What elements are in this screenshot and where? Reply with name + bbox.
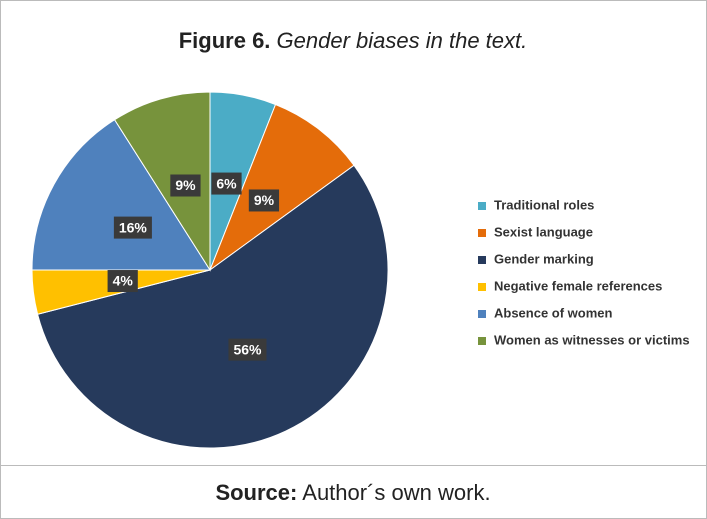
legend-swatch — [478, 283, 486, 291]
value-label-box — [248, 189, 280, 212]
title-label: Figure 6. — [179, 28, 271, 53]
legend-label: Traditional roles — [494, 197, 594, 212]
value-label-box — [211, 172, 242, 195]
value-label-text: 16% — [119, 219, 148, 235]
value-label-box — [107, 270, 138, 293]
legend-swatch — [478, 310, 486, 318]
legend-swatch — [478, 229, 486, 237]
value-label: 9% — [170, 174, 201, 197]
value-label: 4% — [107, 270, 138, 293]
wedge — [31, 119, 211, 271]
value-label: 16% — [113, 216, 152, 239]
source: Source: Author´s own work. — [215, 480, 490, 505]
chart-title: Figure 6. Gender biases in the text. — [179, 28, 528, 53]
pie: 6% 9% 56% 4% 16% 9% — [31, 91, 389, 449]
value-label-text: 4% — [113, 273, 134, 289]
source-text: Author´s own work. — [302, 480, 490, 505]
value-label-text: 56% — [233, 341, 262, 357]
value-label-text: 9% — [254, 192, 275, 208]
legend-label: Negative female references — [494, 278, 662, 293]
legend: Traditional roles Sexist language Gender m… — [478, 197, 690, 347]
value-label-box — [170, 174, 201, 197]
wedge — [36, 164, 389, 449]
source-label: Source: — [215, 480, 297, 505]
value-label: 56% — [228, 338, 267, 361]
legend-label: Women as witnesses or victims — [494, 332, 690, 347]
title-text: Gender biases in the text. — [277, 28, 528, 53]
wedge — [208, 103, 355, 272]
value-label: 9% — [248, 189, 280, 212]
value-label-box — [113, 216, 152, 239]
legend-swatch — [478, 337, 486, 345]
legend-label: Absence of women — [494, 305, 613, 320]
legend-swatch — [478, 202, 486, 210]
legend-label: Gender marking — [494, 251, 594, 266]
value-label-box — [228, 338, 267, 361]
wedge — [113, 91, 211, 272]
value-label-text: 9% — [175, 177, 196, 193]
legend-label: Sexist language — [494, 224, 593, 239]
legend-swatch — [478, 256, 486, 264]
value-label-text: 6% — [216, 175, 237, 191]
value-label: 6% — [211, 172, 242, 195]
